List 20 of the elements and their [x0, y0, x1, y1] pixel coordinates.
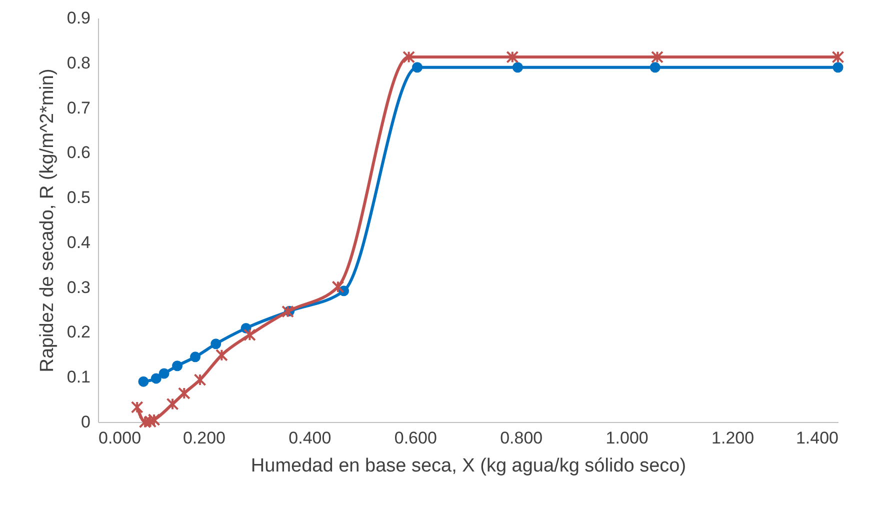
x-tick-label: 1.200: [712, 428, 754, 448]
y-tick-label: 0.3: [66, 278, 90, 297]
x-tick-label: 0.000: [98, 428, 142, 448]
x-tick-label: 1.400: [796, 428, 838, 448]
y-tick-label: 0.8: [66, 53, 90, 72]
y-tick-label: 0.7: [66, 98, 90, 118]
y-tick-label: 0.5: [66, 188, 90, 208]
x-tick-label: 0.600: [394, 428, 437, 448]
x-tick-label: 1.000: [606, 428, 648, 448]
y-tick-label: 0.6: [66, 143, 90, 162]
x-tick-label: 0.800: [500, 428, 543, 448]
y-tick-label: 0.9: [66, 8, 90, 28]
x-tick-label: 0.200: [182, 428, 226, 448]
y-axis-title: Rapidez de secado, R (kg/m^2*min): [36, 68, 58, 372]
x-axis-title: Humedad en base seca, X (kg agua/kg sólido seco): [250, 456, 686, 476]
y-tick-label: 0: [81, 412, 90, 432]
y-tick-label: 0.1: [66, 368, 90, 387]
y-tick-label: 0.2: [66, 322, 90, 342]
x-tick-label: 0.400: [288, 428, 332, 448]
y-tick-label: 0.4: [66, 232, 90, 252]
